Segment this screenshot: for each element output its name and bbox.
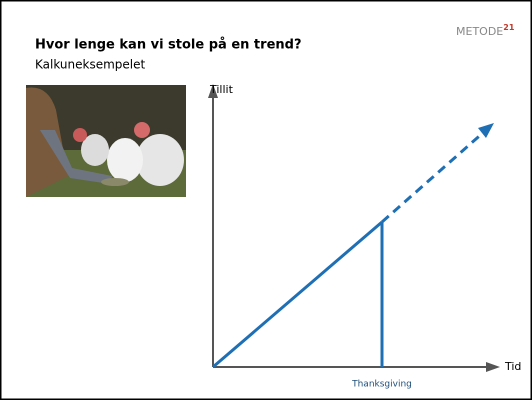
x-axis-arrow <box>486 362 500 372</box>
trend-extrapolation <box>381 129 486 224</box>
y-axis-label: Tillit <box>209 83 234 96</box>
photo <box>26 85 186 197</box>
trend-line <box>212 220 383 369</box>
logo-superscript: 21 <box>503 23 515 32</box>
logo-text: METODE <box>456 25 503 38</box>
y-axis-arrow <box>208 84 218 98</box>
logo-name: METODE21 <box>456 23 515 39</box>
trend-arrow <box>478 123 494 138</box>
x-axis-label: Tid <box>504 360 521 373</box>
slide-title: Hvor lenge kan vi stole på en trend? <box>35 38 301 53</box>
event-label: Thanksgiving <box>351 380 412 390</box>
diagram: Tillit Tid Thanksgiving <box>208 83 521 390</box>
slide-subtitle: Kalkuneksempelet <box>35 58 146 72</box>
